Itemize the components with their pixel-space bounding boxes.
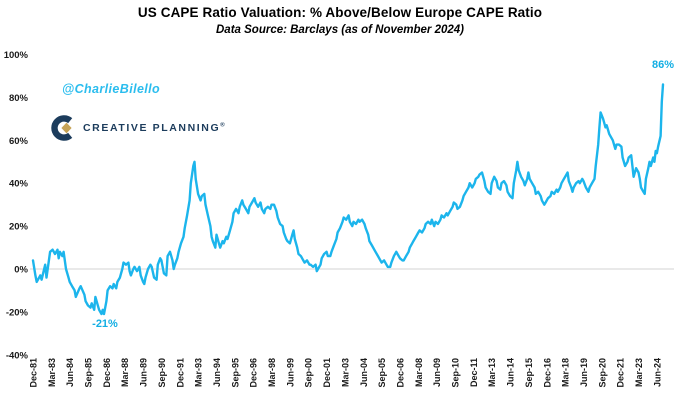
brand-name: CREATIVE PLANNING® — [83, 122, 225, 134]
y-axis-label: 80% — [9, 93, 29, 104]
creative-planning-icon — [51, 115, 73, 141]
x-axis-label: Dec-06 — [395, 358, 405, 388]
x-axis-label: Jun-94 — [212, 358, 222, 387]
chart-subtitle: Data Source: Barclays (as of November 20… — [216, 24, 464, 36]
x-axis-label: Jun-84 — [65, 358, 75, 387]
cape-premium-line — [31, 83, 665, 316]
x-axis-label: Mar-13 — [487, 358, 497, 387]
twitter-handle-watermark: @CharlieBilello — [62, 82, 161, 96]
x-axis-label: Mar-08 — [414, 358, 424, 387]
x-axis-label: Dec-01 — [322, 358, 332, 388]
x-axis-label: Jun-24 — [652, 358, 662, 387]
x-axis-label: Dec-91 — [175, 358, 185, 388]
x-axis-label: Dec-81 — [29, 358, 39, 388]
chart-title: US CAPE Ratio Valuation: % Above/Below E… — [137, 5, 543, 20]
x-axis-label: Sep-15 — [524, 358, 534, 388]
y-axis-label: 0% — [14, 265, 28, 276]
x-axis-label: Mar-18 — [561, 358, 571, 387]
x-axis-label: Sep-05 — [377, 358, 387, 388]
x-axis-label: Jun-04 — [359, 358, 369, 387]
trademark-symbol: ® — [220, 122, 225, 129]
x-axis-label: Sep-20 — [597, 358, 607, 388]
x-axis-label: Jun-89 — [139, 358, 149, 387]
x-axis-label: Dec-86 — [102, 358, 112, 388]
low-point-annotation: -21% — [92, 318, 118, 330]
x-axis-label: Mar-03 — [340, 358, 350, 387]
x-axis-label: Dec-16 — [542, 358, 552, 388]
creative-planning-logo: CREATIVE PLANNING® — [50, 113, 225, 143]
x-axis-label: Mar-83 — [47, 358, 57, 387]
x-axis-label: Jun-99 — [285, 358, 295, 387]
x-axis-label: Jun-19 — [579, 358, 589, 387]
x-axis-label: Mar-98 — [267, 358, 277, 387]
y-axis-label: 20% — [9, 222, 29, 233]
y-axis-label: -40% — [6, 350, 29, 361]
y-axis-label: -20% — [6, 307, 29, 318]
y-axis-label: 40% — [9, 179, 29, 190]
high-point-annotation: 86% — [651, 59, 675, 71]
x-axis-label: Dec-11 — [469, 358, 479, 387]
x-axis-label: Mar-93 — [194, 358, 204, 387]
x-axis-label: Jun-14 — [506, 358, 516, 387]
y-axis-label: 60% — [9, 136, 29, 147]
x-axis-label: Sep-90 — [157, 358, 167, 388]
x-axis-label: Sep-00 — [304, 358, 314, 388]
x-axis-label: Sep-85 — [84, 358, 94, 388]
x-axis-label: Mar-88 — [120, 358, 130, 387]
y-axis-label: 100% — [4, 50, 29, 61]
x-axis-label: Sep-10 — [451, 358, 461, 388]
x-axis-label: Jun-09 — [432, 358, 442, 387]
x-axis-label: Mar-23 — [634, 358, 644, 387]
x-axis-label: Dec-96 — [249, 358, 259, 388]
x-axis-label: Sep-95 — [230, 358, 240, 388]
x-axis-label: Dec-21 — [616, 358, 626, 388]
